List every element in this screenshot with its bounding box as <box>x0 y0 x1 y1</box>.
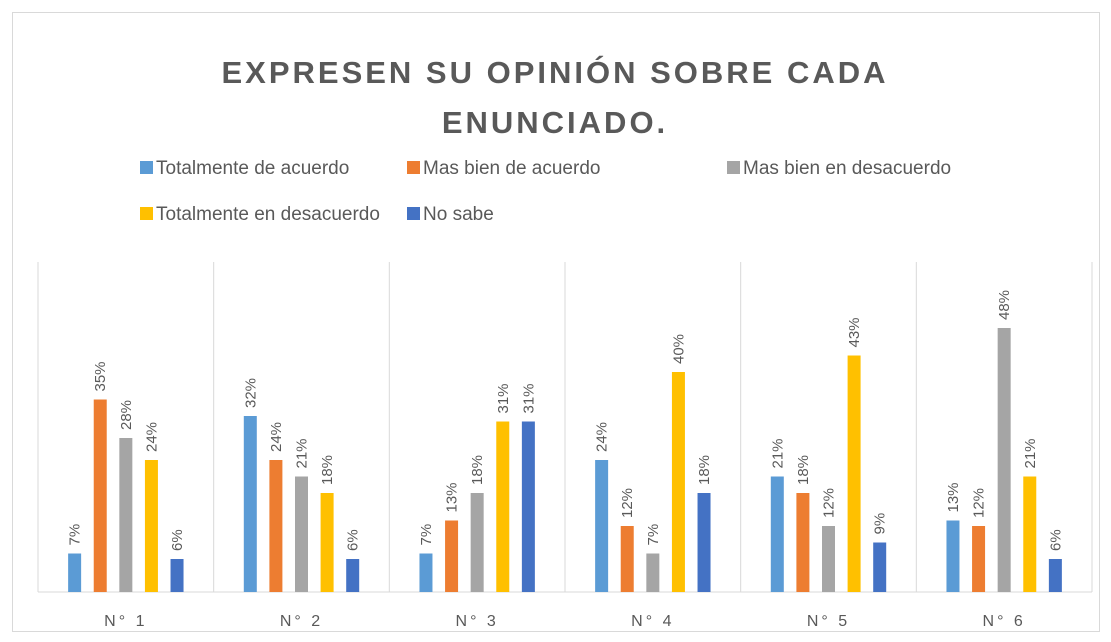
data-label: 35% <box>92 361 109 391</box>
bar <box>119 438 133 592</box>
data-label: 31% <box>520 383 537 413</box>
data-label: 48% <box>996 290 1013 320</box>
data-label: 24% <box>268 422 285 452</box>
bar <box>1048 559 1062 592</box>
data-label: 18% <box>795 455 812 485</box>
bar <box>269 460 283 592</box>
legend-label: Totalmente de acuerdo <box>156 158 349 179</box>
legend-swatch <box>407 161 420 174</box>
bar <box>946 520 960 592</box>
bar <box>470 493 484 592</box>
legend-swatch <box>140 207 153 220</box>
bar <box>419 553 433 592</box>
x-tick-label: N° 5 <box>807 613 850 630</box>
data-label: 13% <box>945 482 962 512</box>
data-label: 32% <box>242 378 259 408</box>
x-tick-label: N° 3 <box>456 613 499 630</box>
data-label: 21% <box>294 438 311 468</box>
x-tick-label: N° 1 <box>104 613 147 630</box>
bar <box>295 476 308 592</box>
data-label: 7% <box>418 524 435 546</box>
legend-label: No sabe <box>423 204 494 225</box>
bar <box>770 476 784 592</box>
legend-swatch <box>140 161 153 174</box>
bar <box>822 526 835 592</box>
data-label: 24% <box>143 422 160 452</box>
bar <box>144 460 158 592</box>
x-tick-label: N° 2 <box>280 613 323 630</box>
data-label: 24% <box>594 422 611 452</box>
bar <box>170 559 184 592</box>
bar <box>346 559 360 592</box>
legend-swatch <box>727 161 740 174</box>
bar <box>697 493 711 592</box>
data-label: 7% <box>67 524 84 546</box>
data-label: 40% <box>670 334 687 364</box>
legend-swatch <box>407 207 420 220</box>
bar <box>445 520 459 592</box>
legend-label: Mas bien en desacuerdo <box>743 158 951 179</box>
data-label: 31% <box>495 383 512 413</box>
bar <box>1023 476 1037 592</box>
legend-label: Totalmente en desacuerdo <box>156 204 380 225</box>
bar <box>997 328 1011 592</box>
data-label: 18% <box>469 455 486 485</box>
bar <box>620 526 634 592</box>
bar <box>93 399 107 592</box>
bar <box>847 355 861 592</box>
data-label: 7% <box>645 524 662 546</box>
data-label: 13% <box>444 482 461 512</box>
data-label: 12% <box>971 488 988 518</box>
data-label: 12% <box>619 488 636 518</box>
data-label: 12% <box>821 488 838 518</box>
data-label: 6% <box>169 529 186 551</box>
data-label: 18% <box>319 455 336 485</box>
data-label: 6% <box>345 529 362 551</box>
bar <box>972 526 986 592</box>
x-tick-label: N° 6 <box>983 613 1026 630</box>
bar <box>68 553 82 592</box>
chart-title: EXPRESEN SU OPINIÓN SOBRE CADA ENUNCIADO… <box>221 55 889 140</box>
bar <box>873 542 887 592</box>
data-label: 28% <box>118 400 135 430</box>
data-label: 9% <box>872 513 889 535</box>
legend-label: Mas bien de acuerdo <box>423 158 600 179</box>
bar <box>521 421 535 592</box>
data-label: 21% <box>1022 438 1039 468</box>
data-label: 21% <box>769 438 786 468</box>
bar <box>796 493 810 592</box>
chart-frame <box>12 12 1100 632</box>
data-label: 43% <box>846 317 863 347</box>
bar <box>496 421 510 592</box>
x-tick-label: N° 4 <box>631 613 674 630</box>
data-label: 6% <box>1047 529 1064 551</box>
data-label: 18% <box>696 455 713 485</box>
bar <box>646 553 660 592</box>
bar <box>671 372 685 592</box>
bar <box>595 460 609 592</box>
bar <box>320 493 334 592</box>
bar <box>243 416 257 592</box>
